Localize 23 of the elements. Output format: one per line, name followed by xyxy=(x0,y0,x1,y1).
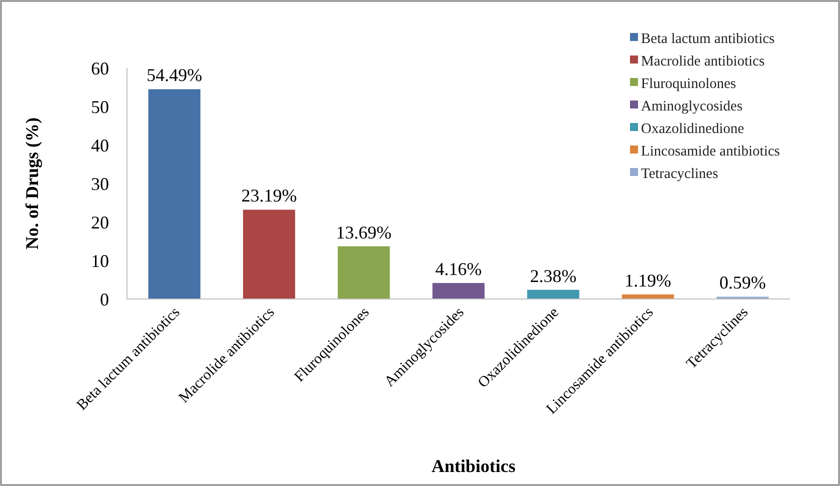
data-label: 2.38% xyxy=(530,266,576,286)
x-axis-title: Antibiotics xyxy=(431,456,516,476)
y-tick-label: 30 xyxy=(91,174,109,194)
legend-label: Tetracyclines xyxy=(641,166,718,182)
y-axis-title: No. of Drugs (%) xyxy=(22,118,42,250)
y-tick-label: 50 xyxy=(91,96,109,117)
legend-label: Fluroquinolones xyxy=(641,76,736,92)
data-label: 13.69% xyxy=(336,222,392,242)
data-label: 54.49% xyxy=(146,65,202,86)
legend-label: Beta lactum antibiotics xyxy=(641,31,776,48)
data-label: 0.59% xyxy=(719,272,766,293)
y-tick-label: 10 xyxy=(91,250,109,271)
y-tick-label: 0 xyxy=(100,289,109,310)
legend-label: Lincosamide antibiotics xyxy=(641,144,780,160)
y-tick-label: 60 xyxy=(91,58,109,78)
legend-label: Aminoglycosides xyxy=(641,98,743,115)
legend-label: Macrolide antibiotics xyxy=(641,54,765,70)
legend-label: Oxazolidinedione xyxy=(641,121,744,138)
data-label: 1.19% xyxy=(624,270,672,290)
data-label: 23.19% xyxy=(241,186,297,206)
data-label: 4.16% xyxy=(435,258,482,279)
y-tick-label: 20 xyxy=(91,212,109,232)
y-tick-label: 40 xyxy=(91,135,109,156)
